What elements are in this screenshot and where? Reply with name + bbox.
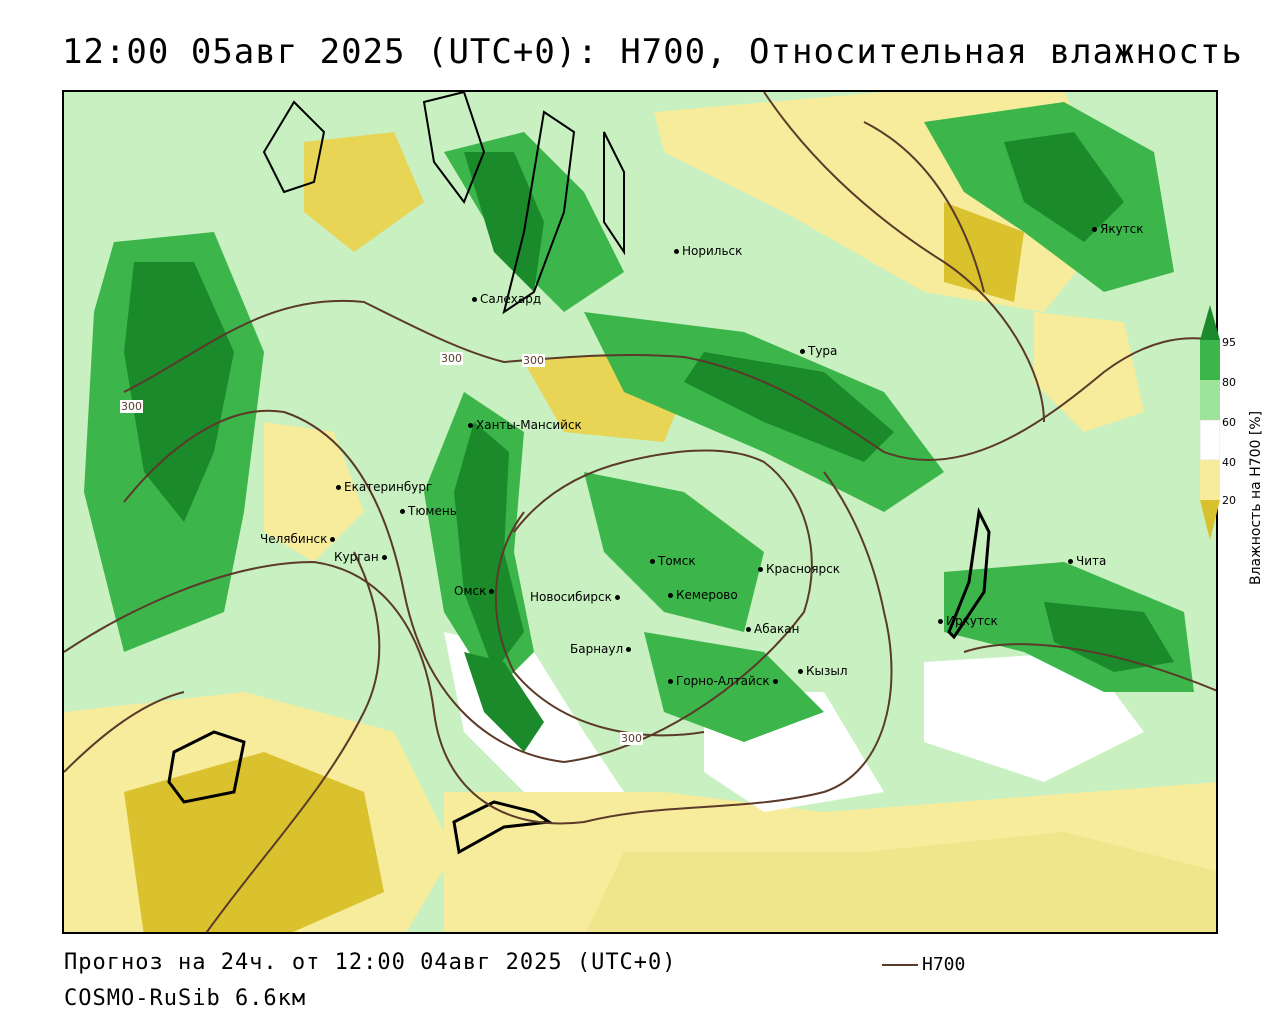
- humidity-map: 300 300 300 300 Норильск Якутск Салехард…: [62, 90, 1218, 934]
- city-marker-icon: [381, 555, 387, 560]
- city-label: Якутск: [1092, 222, 1144, 236]
- city-marker-icon: [938, 619, 943, 624]
- city-label: Ханты-Мансийск: [468, 418, 582, 432]
- city-marker-icon: [489, 589, 495, 594]
- city-label: Иркутск: [938, 614, 998, 628]
- city-marker-icon: [746, 627, 751, 632]
- city-marker-icon: [674, 249, 679, 254]
- city-marker-icon: [1092, 227, 1097, 232]
- city-label: Екатеринбург: [336, 480, 432, 494]
- city-label: Красноярск: [758, 562, 840, 576]
- contour-label: 300: [620, 732, 643, 745]
- city-label: Курган: [334, 550, 390, 564]
- colorbar-tick: 95: [1222, 336, 1236, 349]
- city-marker-icon: [400, 509, 405, 514]
- city-marker-icon: [1068, 559, 1073, 564]
- city-label: Кызыл: [798, 664, 848, 678]
- city-label: Тура: [800, 344, 837, 358]
- forecast-info: Прогноз на 24ч. от 12:00 04авг 2025 (UTC…: [64, 950, 677, 975]
- city-marker-icon: [614, 595, 620, 600]
- humidity-field: [64, 92, 1216, 932]
- colorbar-tick: 60: [1222, 416, 1236, 429]
- city-label: Чита: [1068, 554, 1106, 568]
- city-marker-icon: [468, 423, 473, 428]
- city-label: Тюмень: [400, 504, 457, 518]
- city-label: Норильск: [674, 244, 742, 258]
- city-marker-icon: [772, 679, 778, 684]
- colorbar-tick: 20: [1222, 494, 1236, 507]
- city-label: Кемерово: [668, 588, 738, 602]
- contour-label: 300: [440, 352, 463, 365]
- contour-label: 300: [120, 400, 143, 413]
- city-marker-icon: [626, 647, 632, 652]
- contour-legend-label: H700: [922, 954, 966, 975]
- city-marker-icon: [472, 297, 477, 302]
- city-label: Барнаул: [570, 642, 634, 656]
- colorbar-tick: 40: [1222, 456, 1236, 469]
- city-label: Салехард: [472, 292, 541, 306]
- city-label: Абакан: [746, 622, 799, 636]
- contour-label: 300: [522, 354, 545, 367]
- city-marker-icon: [650, 559, 655, 564]
- city-marker-icon: [758, 567, 763, 572]
- colorbar-title: Влажность на H700 [%]: [1248, 410, 1264, 585]
- city-marker-icon: [330, 537, 336, 542]
- city-label: Челябинск: [260, 532, 338, 546]
- city-marker-icon: [798, 669, 803, 674]
- city-marker-icon: [800, 349, 805, 354]
- city-label: Томск: [650, 554, 696, 568]
- city-label: Новосибирск: [530, 590, 623, 604]
- city-marker-icon: [668, 593, 673, 598]
- map-title: 12:00 05авг 2025 (UTC+0): H700, Относите…: [62, 32, 1243, 72]
- colorbar-tick: 80: [1222, 376, 1236, 389]
- contour-legend-line-icon: [882, 964, 918, 966]
- city-label: Горно-Алтайск: [668, 674, 781, 688]
- model-name: COSMO-RuSib 6.6км: [64, 986, 307, 1011]
- city-marker-icon: [336, 485, 341, 490]
- city-marker-icon: [668, 679, 673, 684]
- city-label: Омск: [454, 584, 497, 598]
- humidity-colorbar: [1200, 305, 1220, 540]
